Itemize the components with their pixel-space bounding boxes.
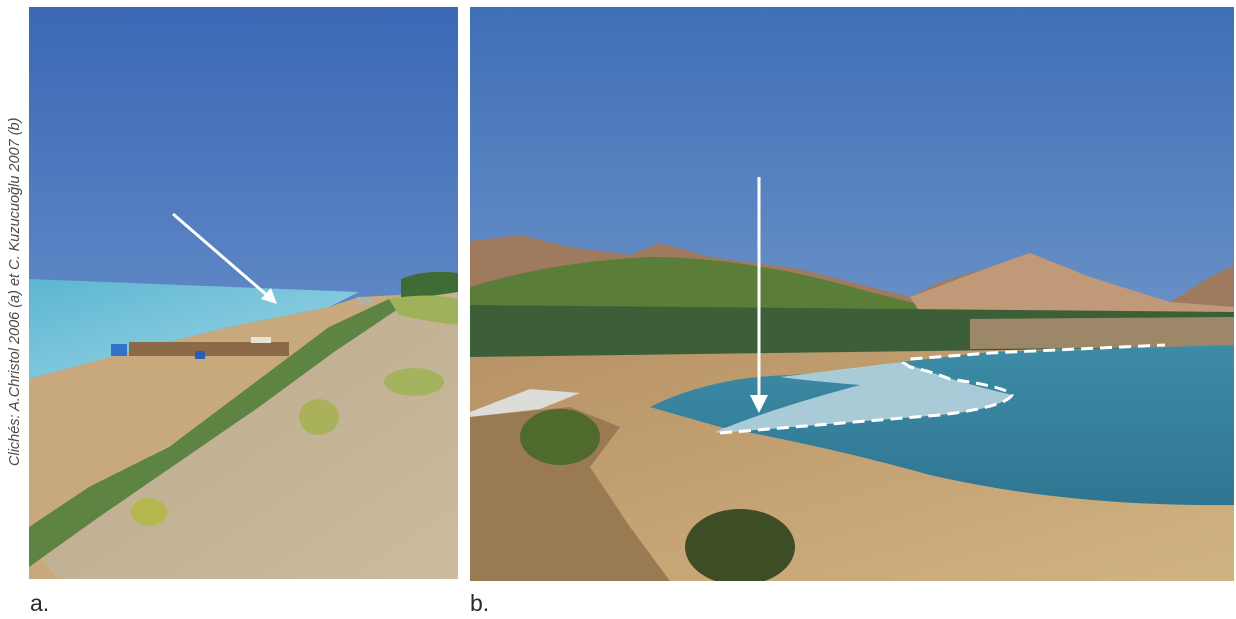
brown-mountain bbox=[910, 253, 1234, 327]
yellow-shrubs bbox=[389, 295, 458, 325]
panel-label-a: a. bbox=[30, 590, 50, 616]
arrow-head bbox=[750, 395, 768, 413]
photo-panel-b bbox=[470, 7, 1234, 581]
arrow-head bbox=[261, 288, 277, 304]
blue-banner bbox=[111, 344, 127, 356]
hut bbox=[357, 297, 373, 305]
shrub bbox=[131, 498, 167, 526]
town bbox=[970, 317, 1234, 349]
shrub bbox=[299, 399, 339, 435]
blue-chair bbox=[195, 351, 205, 359]
arrow-line bbox=[172, 212, 270, 299]
photo-credit: Clichés: A.Christol 2006 (a) et C. Kuzuc… bbox=[7, 117, 23, 467]
bush bbox=[685, 509, 795, 581]
foreground-slope bbox=[470, 407, 670, 581]
photo-panel-a bbox=[29, 7, 458, 579]
boat bbox=[251, 337, 271, 343]
reed-fence bbox=[129, 342, 289, 356]
dune-vegetation bbox=[29, 299, 401, 567]
lake-bay-photo bbox=[470, 7, 1234, 581]
shrub bbox=[384, 368, 444, 396]
panel-label-b: b. bbox=[470, 590, 490, 616]
bush bbox=[520, 409, 600, 465]
shallow-bay bbox=[715, 362, 1012, 433]
lake bbox=[650, 345, 1234, 506]
road bbox=[470, 389, 580, 417]
dashed-bay-outline bbox=[719, 343, 1166, 435]
beach-dune-photo bbox=[29, 7, 458, 579]
